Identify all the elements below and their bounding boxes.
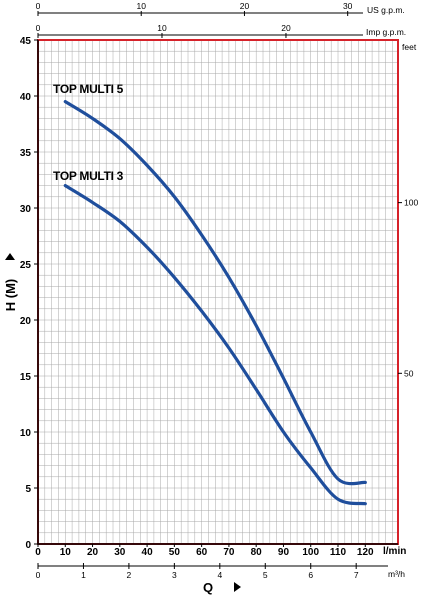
us-tick-label: 10 xyxy=(136,1,146,11)
x-tick-label: 50 xyxy=(169,547,181,558)
m3h-tick-label: 0 xyxy=(36,570,41,580)
y-axis-title: H (M) xyxy=(3,279,18,312)
x-axis-title: Q xyxy=(203,580,213,595)
m3h-tick-label: 1 xyxy=(81,570,86,580)
feet-tick-label: 100 xyxy=(404,198,418,208)
m3h-tick-label: 5 xyxy=(263,570,268,580)
series-label-top-multi-5: TOP MULTI 5 xyxy=(53,82,124,96)
us-gpm-unit: US g.p.m. xyxy=(367,5,405,15)
m3h-tick-label: 3 xyxy=(172,570,177,580)
x-tick-label: 100 xyxy=(302,547,319,558)
y-tick-label: 35 xyxy=(20,148,32,159)
feet-unit: feet xyxy=(402,42,417,52)
x-tick-label: 110 xyxy=(330,547,347,558)
imp-tick-label: 20 xyxy=(281,23,291,33)
x-tick-label: 70 xyxy=(223,547,235,558)
y-tick-label: 10 xyxy=(20,428,32,439)
us-tick-label: 30 xyxy=(343,1,353,11)
m3h-tick-label: 4 xyxy=(217,570,222,580)
y-tick-label: 20 xyxy=(20,316,32,327)
y-tick-label: 15 xyxy=(20,372,32,383)
m3h-tick-label: 6 xyxy=(308,570,313,580)
y-tick-label: 30 xyxy=(20,204,32,215)
y-tick-label: 5 xyxy=(25,484,31,495)
y-tick-label: 0 xyxy=(25,540,31,551)
x-tick-label: 30 xyxy=(114,547,126,558)
y-tick-label: 25 xyxy=(20,260,32,271)
y-tick-label: 45 xyxy=(20,36,32,47)
y-tick-label: 40 xyxy=(20,92,32,103)
y-axis-arrow-icon xyxy=(5,253,15,260)
m3h-tick-label: 7 xyxy=(354,570,359,580)
frame xyxy=(37,39,399,545)
imp-tick-label: 0 xyxy=(36,23,41,33)
x-tick-label: 10 xyxy=(60,547,72,558)
x-axis-arrow-icon xyxy=(234,582,241,592)
x-tick-label: 90 xyxy=(278,547,290,558)
x-tick-label: 80 xyxy=(251,547,263,558)
series-line-top-multi-5 xyxy=(63,100,367,486)
y-axis-title-text: H (M) xyxy=(3,279,18,312)
m3h-tick-label: 2 xyxy=(127,570,132,580)
plot-frame xyxy=(37,39,399,545)
m3h-unit-label: m³/h xyxy=(388,569,405,579)
imp-gpm-unit: Imp g.p.m. xyxy=(366,27,406,37)
x-unit-label: l/min xyxy=(383,546,406,557)
us-tick-label: 0 xyxy=(36,1,41,11)
x-tick-label: 0 xyxy=(35,547,41,558)
grid xyxy=(38,40,398,544)
x-tick-label: 20 xyxy=(87,547,99,558)
series xyxy=(63,100,367,506)
x-tick-label: 60 xyxy=(196,547,208,558)
feet-tick-label: 50 xyxy=(404,368,414,378)
x-tick-label: 40 xyxy=(142,547,154,558)
x-tick-label: 120 xyxy=(357,547,374,558)
imp-tick-label: 10 xyxy=(157,23,167,33)
series-line-top-multi-3 xyxy=(63,184,367,506)
series-label-top-multi-3: TOP MULTI 3 xyxy=(53,169,124,183)
us-tick-label: 20 xyxy=(240,1,250,11)
